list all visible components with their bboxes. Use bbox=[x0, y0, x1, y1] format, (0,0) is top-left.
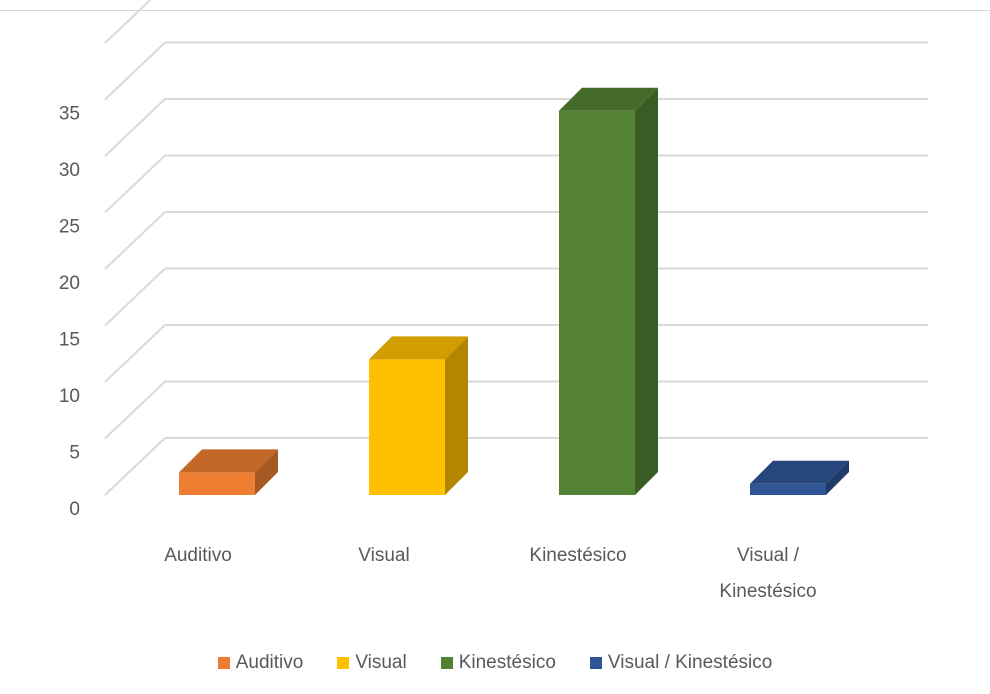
bar-auditivo bbox=[179, 472, 255, 495]
gridline-diagonal bbox=[104, 380, 166, 440]
gridline-diagonal bbox=[104, 154, 166, 214]
y-tick-label: 5 bbox=[69, 443, 80, 464]
legend-swatch-auditivo bbox=[217, 657, 230, 669]
y-tick-label: 0 bbox=[69, 499, 80, 520]
chart-legend: Auditivo Visual Kinestésico Visual / Kin… bbox=[0, 648, 990, 678]
legend-item-auditivo: Auditivo bbox=[217, 652, 304, 674]
legend-item-kinestesico: Kinestésico bbox=[440, 652, 556, 674]
bar-side-auditivo bbox=[255, 449, 278, 495]
gridline-diagonal bbox=[104, 211, 166, 270]
legend-swatch-visual-kinestesico bbox=[589, 657, 602, 669]
gridline-diagonal bbox=[104, 98, 166, 157]
bar-side-visual-kinestesico bbox=[826, 460, 849, 495]
legend-label-auditivo: Auditivo bbox=[235, 652, 304, 673]
gridline-diagonal bbox=[104, 0, 152, 44]
y-tick-label: 25 bbox=[59, 217, 80, 238]
gridline-diagonal bbox=[104, 437, 166, 496]
legend-item-visual: Visual bbox=[337, 652, 407, 674]
top-border-line bbox=[0, 10, 990, 11]
gridline-diagonal bbox=[104, 267, 166, 327]
bar-top-visual-kinestesico bbox=[750, 460, 849, 484]
x-category-label: Visual bbox=[358, 545, 409, 566]
legend-label-visual-kinestesico: Visual / Kinestésico bbox=[607, 652, 773, 673]
gridline-diagonal bbox=[104, 41, 166, 101]
legend-label-kinestesico: Kinestésico bbox=[458, 652, 556, 673]
legend-item-visual-kinestesico: Visual / Kinestésico bbox=[589, 652, 773, 674]
legend-label-visual: Visual bbox=[355, 652, 407, 673]
x-category-label: Visual / bbox=[737, 545, 800, 566]
bar-top-visual bbox=[369, 336, 468, 360]
bar-side-kinestesico bbox=[635, 87, 658, 496]
gridline-diagonal bbox=[104, 324, 166, 383]
legend-swatch-visual bbox=[337, 657, 350, 669]
y-tick-label: 15 bbox=[59, 330, 80, 351]
bar-side-visual bbox=[445, 336, 468, 495]
bar-top-auditivo bbox=[179, 449, 278, 473]
bar-kinestesico bbox=[559, 110, 635, 496]
y-tick-label: 30 bbox=[59, 160, 80, 181]
x-category-label: Kinestésico bbox=[719, 581, 816, 602]
bar-top-kinestesico bbox=[559, 87, 658, 111]
y-tick-label: 10 bbox=[59, 386, 80, 407]
x-category-label: Auditivo bbox=[164, 545, 232, 566]
x-category-label: Kinestésico bbox=[529, 545, 626, 566]
bar-visual-kinestesico bbox=[750, 483, 826, 495]
y-tick-label: 35 bbox=[59, 104, 80, 125]
legend-swatch-kinestesico bbox=[440, 657, 453, 669]
y-tick-label: 20 bbox=[59, 273, 80, 294]
bar-visual bbox=[369, 359, 445, 495]
